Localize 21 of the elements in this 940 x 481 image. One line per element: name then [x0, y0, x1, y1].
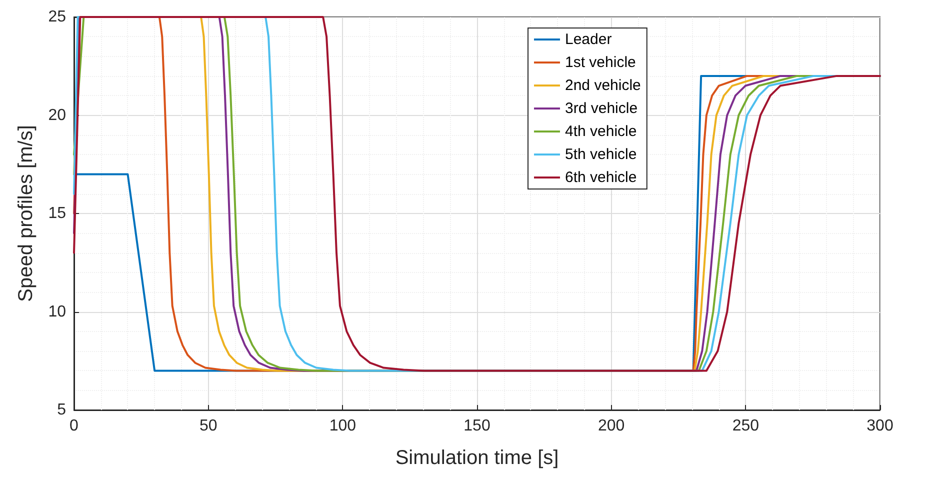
x-tick-label: 50 — [199, 418, 218, 434]
y-tick-label: 25 — [48, 8, 66, 26]
legend-label: 6th vehicle — [565, 169, 637, 186]
legend-label: 5th vehicle — [565, 146, 637, 163]
y-tick-label: 15 — [48, 205, 66, 222]
x-tick-label: 200 — [598, 418, 625, 434]
x-tick-label: 300 — [866, 418, 894, 434]
x-tick-label: 0 — [70, 418, 79, 434]
legend-label: 3rd vehicle — [565, 100, 638, 117]
legend-label: 1st vehicle — [565, 54, 636, 71]
y-tick-label: 20 — [48, 106, 66, 124]
x-tick-label: 100 — [329, 418, 356, 434]
y-tick-label: 5 — [57, 402, 66, 418]
y-tick-label: 10 — [48, 303, 66, 320]
x-axis-title: Simulation time [s] — [395, 447, 559, 469]
x-tick-label: 250 — [732, 418, 760, 434]
legend-label: Leader — [565, 31, 612, 48]
legend-label: 4th vehicle — [565, 123, 637, 140]
legend-label: 2nd vehicle — [565, 77, 641, 94]
y-axis-title: Speed profiles [m/s] — [15, 125, 37, 302]
x-tick-label: 150 — [464, 418, 490, 434]
